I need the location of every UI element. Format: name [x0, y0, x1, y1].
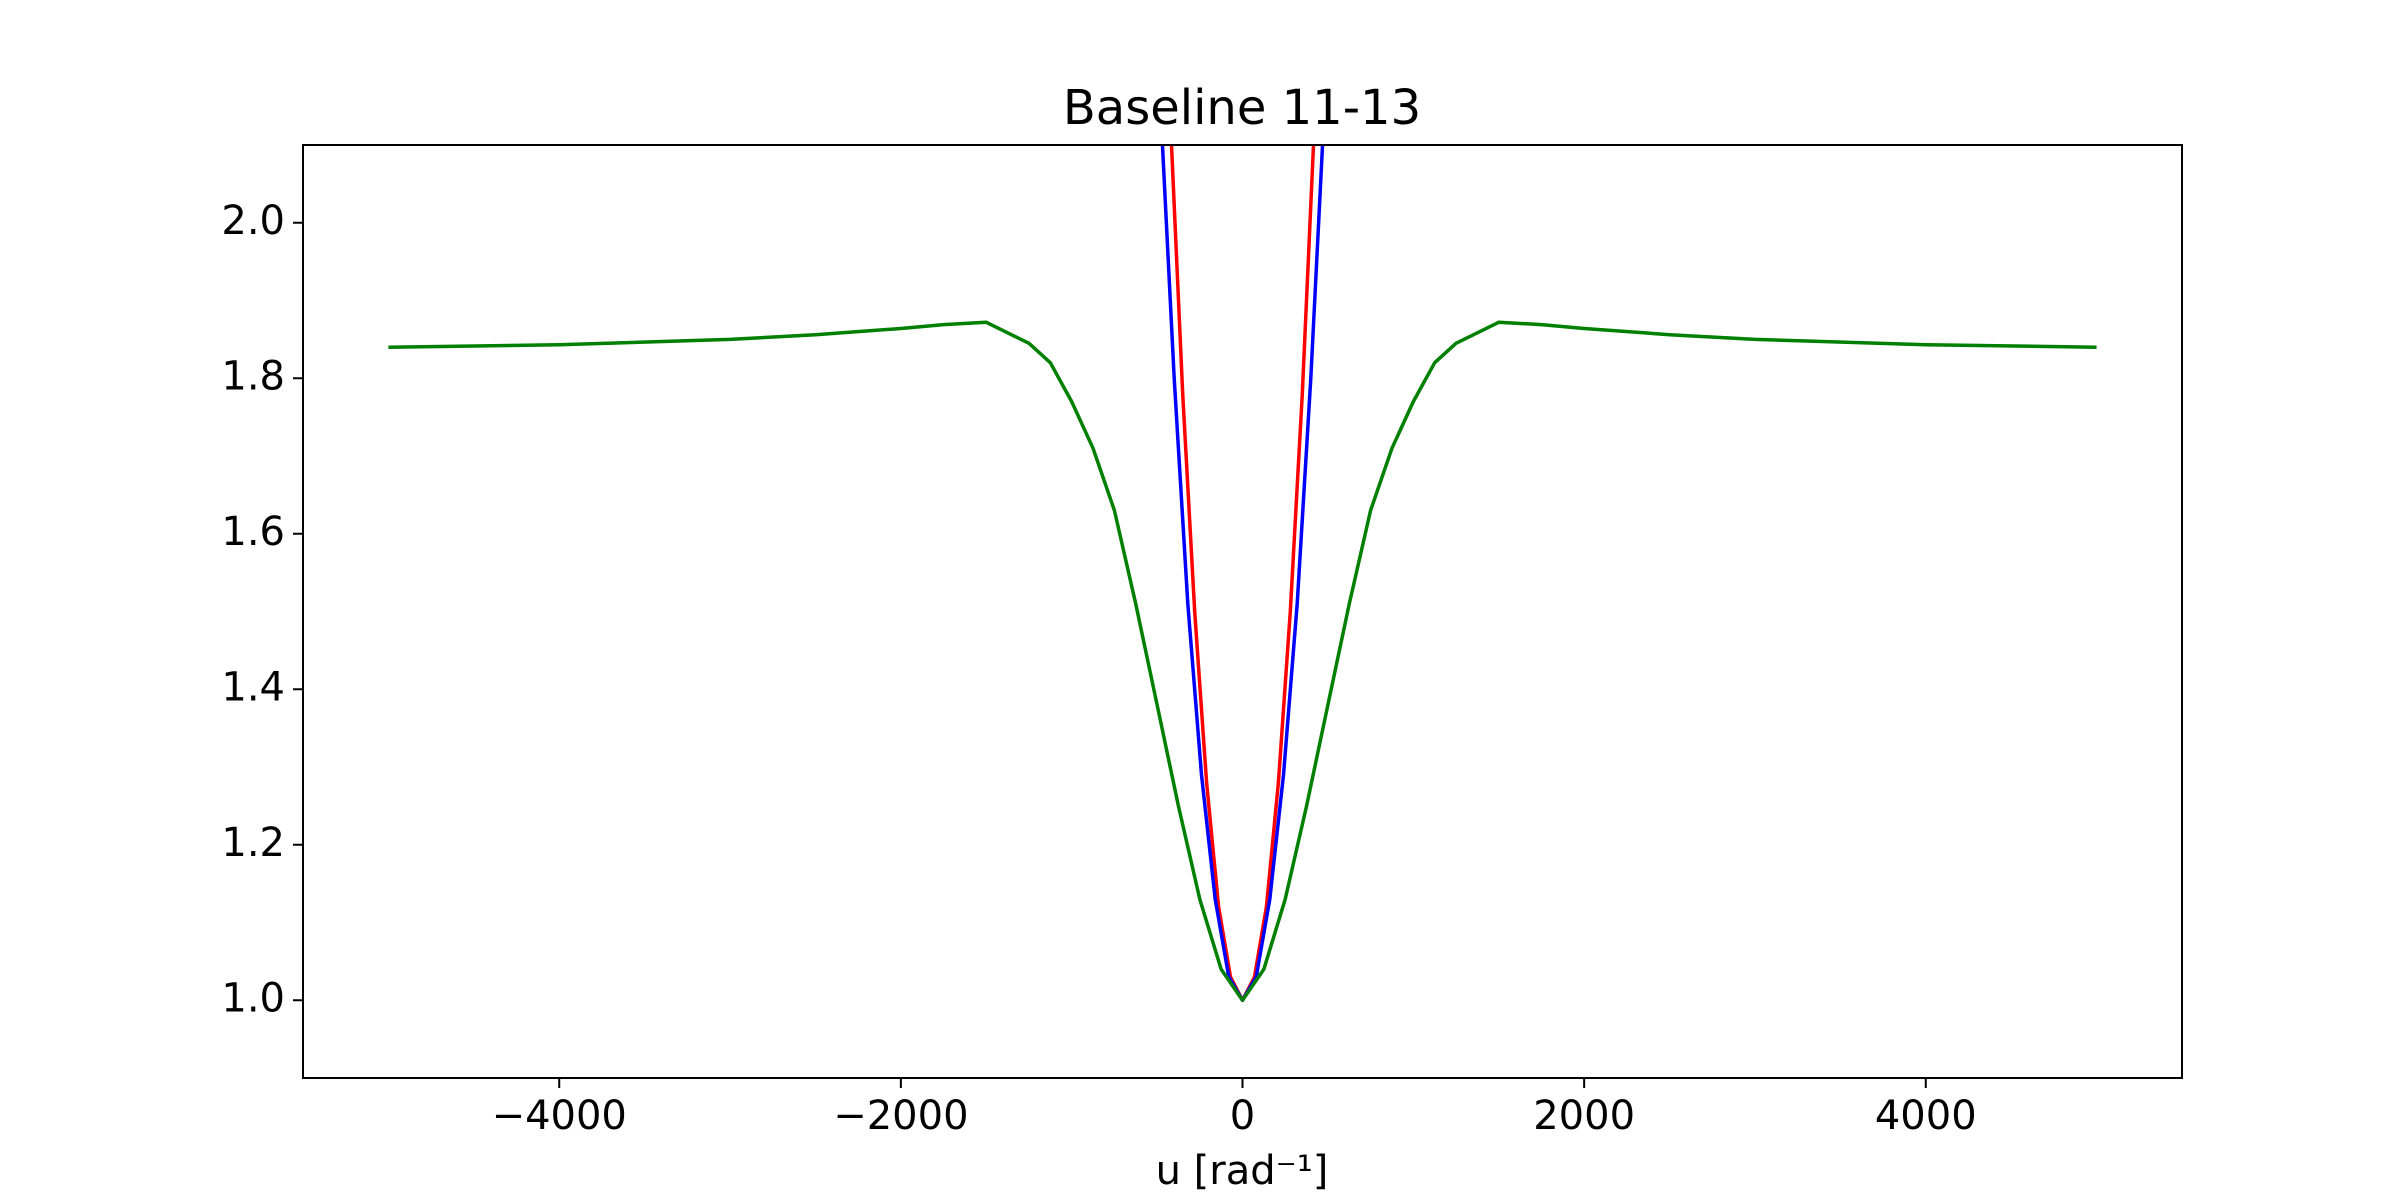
x-tick-label: 0 — [1230, 1093, 1255, 1139]
x-tick-label: −4000 — [492, 1093, 627, 1139]
series-line — [388, 320, 2097, 1003]
x-tick-label: 2000 — [1533, 1093, 1635, 1139]
y-tick-label: 1.0 — [221, 975, 285, 1021]
x-axis-label: u [rad⁻¹] — [1156, 1148, 1329, 1194]
y-tick-label: 1.6 — [221, 509, 285, 555]
y-tick-label: 1.2 — [221, 820, 285, 866]
chart-title: Baseline 11-13 — [1063, 80, 1421, 136]
series-line — [1160, 145, 1325, 1003]
plot-frame — [302, 144, 2183, 1079]
x-tick-label: 4000 — [1875, 1093, 1977, 1139]
y-tick-label: 2.0 — [221, 198, 285, 244]
y-tick-label: 1.4 — [221, 664, 285, 710]
y-tick-label: 1.8 — [221, 353, 285, 399]
x-tick-label: −2000 — [833, 1093, 968, 1139]
